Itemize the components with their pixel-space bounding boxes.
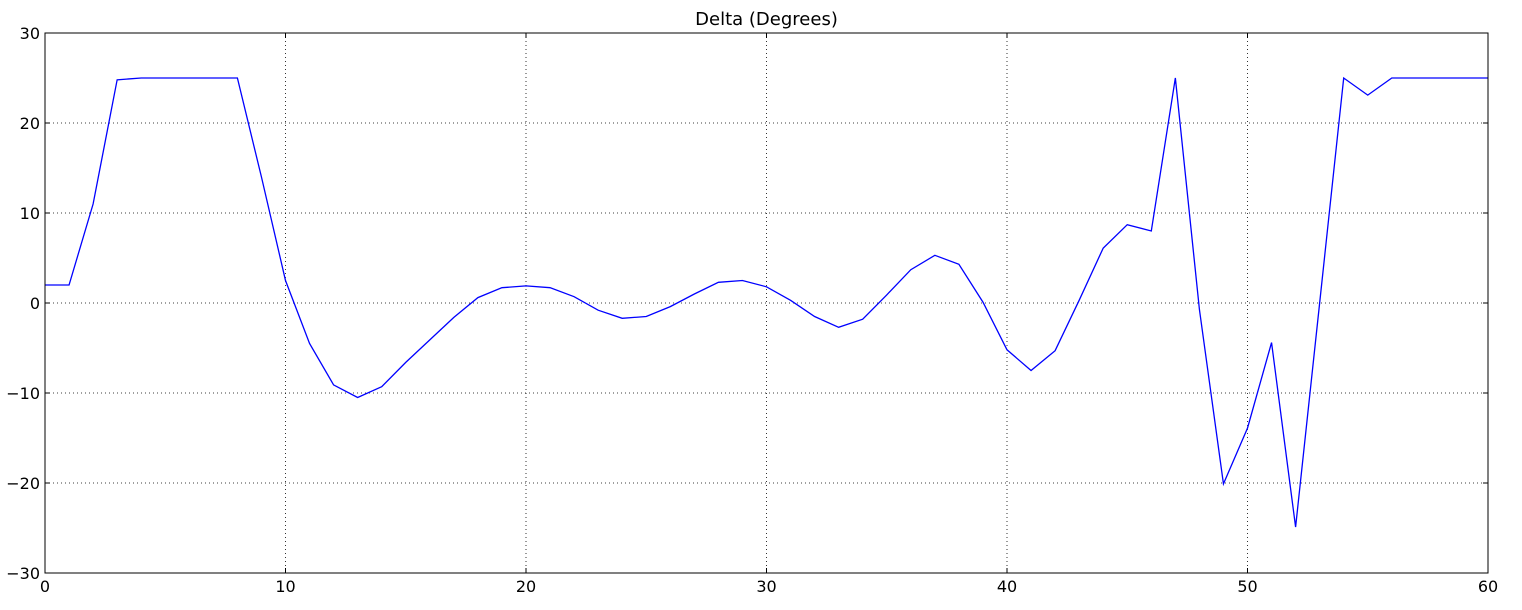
y-tick-label: −10 [6, 384, 40, 403]
x-tick-label: 10 [275, 577, 295, 596]
x-tick-label: 0 [40, 577, 50, 596]
y-tick-label: 0 [30, 294, 40, 313]
tick-labels: 0 10 20 30 40 50 60 −30 −20 −10 0 10 20 30 [6, 24, 1498, 596]
x-tick-label: 60 [1478, 577, 1498, 596]
y-tick-label: −20 [6, 474, 40, 493]
y-tick-label: 20 [20, 114, 40, 133]
y-tick-label: −30 [6, 564, 40, 583]
x-tick-label: 20 [516, 577, 536, 596]
x-tick-label: 30 [756, 577, 776, 596]
grid [45, 33, 1488, 573]
series-layer [45, 76, 1488, 528]
y-tick-label: 30 [20, 24, 40, 43]
series-line [45, 76, 1488, 528]
y-tick-label: 10 [20, 204, 40, 223]
x-tick-label: 50 [1237, 577, 1257, 596]
chart-title: Delta (Degrees) [695, 9, 838, 30]
x-tick-label: 40 [997, 577, 1017, 596]
axis-ticks [44, 32, 1489, 574]
